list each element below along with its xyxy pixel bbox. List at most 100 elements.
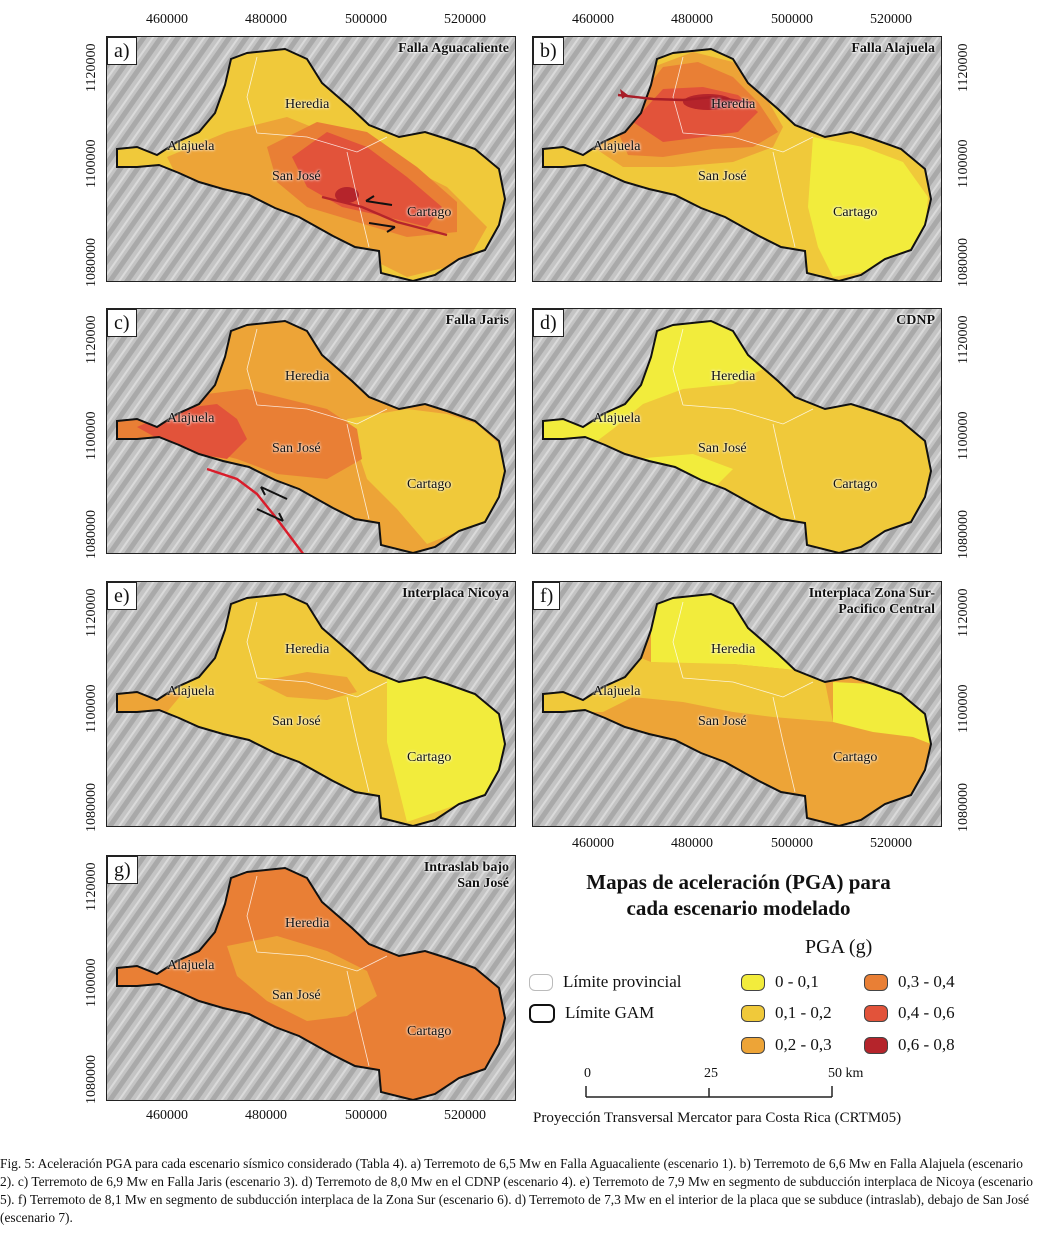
panel-title: Interplaca Nicoya <box>402 586 509 601</box>
y-tick: 1080000 <box>84 510 99 559</box>
city-label-san-jose: San José <box>272 169 321 184</box>
panel-letter: g) <box>107 856 138 884</box>
gam-boundary <box>542 319 933 553</box>
y-tick: 1100000 <box>956 684 971 733</box>
city-label-alajuela: Alajuela <box>167 139 215 154</box>
x-tick: 500000 <box>771 836 813 851</box>
pga-zone <box>387 677 505 822</box>
panel-title: Interplaca Zona Sur- Pacifico Central <box>808 586 935 617</box>
fault-triangle-icon <box>620 89 628 99</box>
legend-label: 0,4 - 0,6 <box>898 1003 955 1022</box>
x-tick: 460000 <box>572 836 614 851</box>
y-tick: 1120000 <box>956 588 971 637</box>
x-tick: 480000 <box>245 12 287 27</box>
fault-trace <box>321 195 448 237</box>
city-label-alajuela: Alajuela <box>593 684 641 699</box>
y-tick: 1080000 <box>84 1055 99 1104</box>
pga-zone <box>292 132 442 227</box>
pga-zone <box>257 672 357 700</box>
provincial-limit <box>672 56 814 248</box>
gam-boundary <box>116 319 507 553</box>
city-label-san-jose: San José <box>698 441 747 456</box>
figure-caption: Fig. 5: Aceleración PGA para cada escena… <box>0 1156 1034 1225</box>
map-canvas <box>533 582 941 826</box>
y-tick: 1120000 <box>84 43 99 92</box>
pga-contours <box>543 594 931 826</box>
x-tick: 500000 <box>345 1108 387 1123</box>
x-tick: 460000 <box>146 1108 188 1123</box>
panel-letter: b) <box>533 37 564 65</box>
y-tick: 1100000 <box>84 411 99 460</box>
gam-boundary <box>116 866 507 1100</box>
map-panel-c: c) Falla Jaris Alajuela Heredia San José Cart… <box>106 308 516 554</box>
panel-title: Falla Alajuela <box>851 41 935 56</box>
y-tick: 1100000 <box>956 411 971 460</box>
map-panel-e: e) Interplaca Nicoya Alajuela Heredia San Jo… <box>106 581 516 827</box>
provincial-limit <box>672 328 814 520</box>
city-label-heredia: Heredia <box>285 642 330 657</box>
y-tick: 1120000 <box>84 588 99 637</box>
city-label-heredia: Heredia <box>711 642 756 657</box>
y-tick: 1100000 <box>84 139 99 188</box>
provincial-limit <box>246 56 388 248</box>
city-label-alajuela: Alajuela <box>593 139 641 154</box>
pga-contours <box>543 49 931 281</box>
city-label-heredia: Heredia <box>285 369 330 384</box>
panel-letter: d) <box>533 309 564 337</box>
map-canvas <box>107 309 515 553</box>
city-label-alajuela: Alajuela <box>167 411 215 426</box>
panel-title: Intraslab bajo San José <box>423 860 509 891</box>
city-label-cartago: Cartago <box>407 477 452 492</box>
pga-zone <box>335 187 359 203</box>
legend-class: 0,4 - 0,6 <box>864 1003 955 1023</box>
city-label-heredia: Heredia <box>711 369 756 384</box>
scale-label: 0 <box>584 1066 591 1081</box>
panel-letter: a) <box>107 37 137 65</box>
legend-class: 0,6 - 0,8 <box>864 1035 955 1055</box>
map-panel-f: f) Interplaca Zona Sur- Pacifico Central A… <box>532 581 942 827</box>
pga-swatch <box>864 973 888 991</box>
scale-bar-line <box>585 1086 833 1098</box>
map-canvas <box>533 37 941 281</box>
x-tick: 520000 <box>870 836 912 851</box>
limite-gam-swatch <box>529 1003 555 1023</box>
y-tick: 1120000 <box>84 315 99 364</box>
provincial-limit <box>246 601 388 793</box>
legend-label: 0 - 0,1 <box>775 972 819 991</box>
pga-zone <box>833 682 931 744</box>
legend-title: Mapas de aceleración (PGA) para cada esc… <box>586 870 891 920</box>
panel-letter: f) <box>533 582 561 610</box>
pga-contours <box>117 594 505 826</box>
city-label-cartago: Cartago <box>407 1024 452 1039</box>
y-tick: 1080000 <box>84 783 99 832</box>
x-tick: 460000 <box>572 12 614 27</box>
y-tick: 1080000 <box>84 238 99 287</box>
panel-letter: e) <box>107 582 137 610</box>
city-label-alajuela: Alajuela <box>167 684 215 699</box>
pga-zone <box>808 137 928 277</box>
map-canvas <box>107 37 515 281</box>
map-canvas <box>107 856 515 1100</box>
legend-limite-provincial: Límite provincial <box>529 972 682 992</box>
city-label-cartago: Cartago <box>407 205 452 220</box>
pga-zone <box>227 936 377 1021</box>
legend-limite-gam: Límite GAM <box>529 1003 654 1023</box>
pga-zone <box>347 409 505 544</box>
legend-label: Límite provincial <box>563 972 682 991</box>
panel-title: Falla Aguacaliente <box>398 41 509 56</box>
city-label-san-jose: San José <box>272 988 321 1003</box>
gam-boundary <box>542 47 933 281</box>
legend-class: 0,2 - 0,3 <box>741 1035 832 1055</box>
x-tick: 500000 <box>771 12 813 27</box>
pga-zone <box>543 321 931 553</box>
pga-zone <box>543 658 833 722</box>
fault-trace <box>617 93 754 105</box>
panel-title: CDNP <box>896 313 935 328</box>
slip-arrow-icon <box>368 222 396 233</box>
gam-boundary <box>116 47 507 281</box>
x-tick: 480000 <box>245 1108 287 1123</box>
pga-contours <box>117 49 505 281</box>
city-label-san-jose: San José <box>698 714 747 729</box>
limite-provincial-swatch <box>529 973 553 991</box>
fault-trace <box>206 467 304 553</box>
